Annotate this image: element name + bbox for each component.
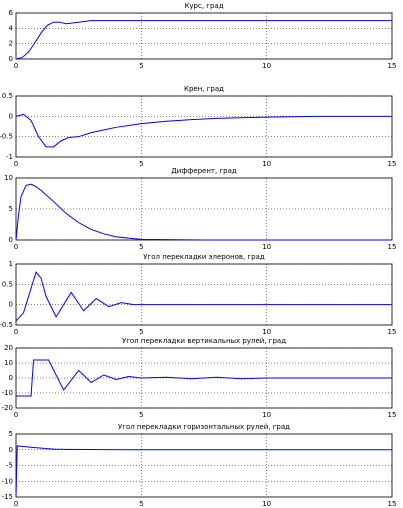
x-tick-label: 5	[139, 160, 143, 168]
series-line	[15, 20, 392, 60]
x-tick-label: 15	[388, 62, 397, 70]
x-tick-label: 10	[262, 243, 271, 251]
x-tick-label: 0	[14, 328, 18, 336]
x-tick-label: 0	[14, 500, 18, 508]
y-tick-label: 2	[9, 40, 13, 48]
y-tick-label: 0	[9, 112, 13, 120]
y-tick-label: -5	[6, 462, 13, 470]
y-tick-label: -10	[2, 389, 13, 397]
x-tick-label: 5	[139, 243, 143, 251]
chart-title: Угол перекладки горизонтальных рулей, гр…	[118, 423, 290, 431]
x-tick-label: 10	[262, 160, 271, 168]
chart-title: Угол перекладки элеронов, град	[143, 253, 265, 261]
y-tick-label: 0	[9, 236, 13, 244]
y-tick-label: 5	[9, 430, 13, 438]
y-tick-label: 4	[9, 24, 14, 32]
chart-title: Курс, град	[184, 2, 223, 10]
y-tick-label: -15	[2, 493, 13, 501]
y-tick-label: 10	[4, 174, 13, 182]
y-tick-label: 0.5	[2, 280, 13, 288]
chart-title: Угол перекладки вертикальных рулей, град	[122, 337, 286, 345]
y-tick-label: 1	[9, 260, 13, 268]
x-tick-label: 15	[388, 411, 397, 419]
series-line	[15, 183, 392, 241]
axes-box	[15, 177, 393, 241]
y-tick-label: 10	[4, 359, 13, 367]
x-tick-label: 0	[14, 411, 18, 419]
y-tick-label: 0	[9, 301, 13, 309]
y-tick-label: 5	[9, 205, 13, 213]
series-line	[15, 445, 392, 498]
y-tick-label: 20	[4, 344, 13, 352]
y-tick-label: -0.5	[0, 133, 13, 141]
y-tick-label: -20	[2, 404, 13, 412]
x-tick-label: 15	[388, 328, 397, 336]
x-tick-label: 5	[139, 328, 143, 336]
axes-box	[15, 263, 393, 326]
y-tick-label: 0	[9, 55, 13, 63]
series-line	[16, 359, 392, 397]
x-tick-label: 10	[262, 328, 271, 336]
chart-title: Дифферент, град	[171, 167, 237, 175]
series-line	[15, 113, 392, 148]
x-tick-label: 5	[139, 500, 143, 508]
y-tick-label: 0	[9, 374, 13, 382]
x-tick-label: 15	[388, 160, 397, 168]
chart-title: Крен, град	[184, 85, 224, 93]
y-tick-label: -0.5	[0, 321, 13, 329]
y-tick-label: 6	[9, 9, 14, 17]
y-tick-label: 0.5	[2, 92, 13, 100]
axes-box	[15, 12, 393, 60]
x-tick-label: 10	[262, 411, 271, 419]
x-tick-label: 0	[14, 160, 18, 168]
axes-box	[15, 433, 393, 498]
x-tick-label: 0	[14, 243, 18, 251]
x-tick-label: 0	[14, 62, 18, 70]
series-line	[15, 271, 392, 322]
x-tick-label: 10	[262, 500, 271, 508]
axes-box	[15, 95, 393, 158]
x-tick-label: 5	[139, 411, 143, 419]
x-tick-label: 15	[388, 243, 397, 251]
x-tick-label: 5	[139, 62, 143, 70]
x-tick-label: 10	[262, 62, 271, 70]
y-tick-label: -10	[2, 477, 13, 485]
y-tick-label: -1	[6, 153, 13, 161]
y-tick-label: 0	[9, 446, 13, 454]
x-tick-label: 15	[388, 500, 397, 508]
